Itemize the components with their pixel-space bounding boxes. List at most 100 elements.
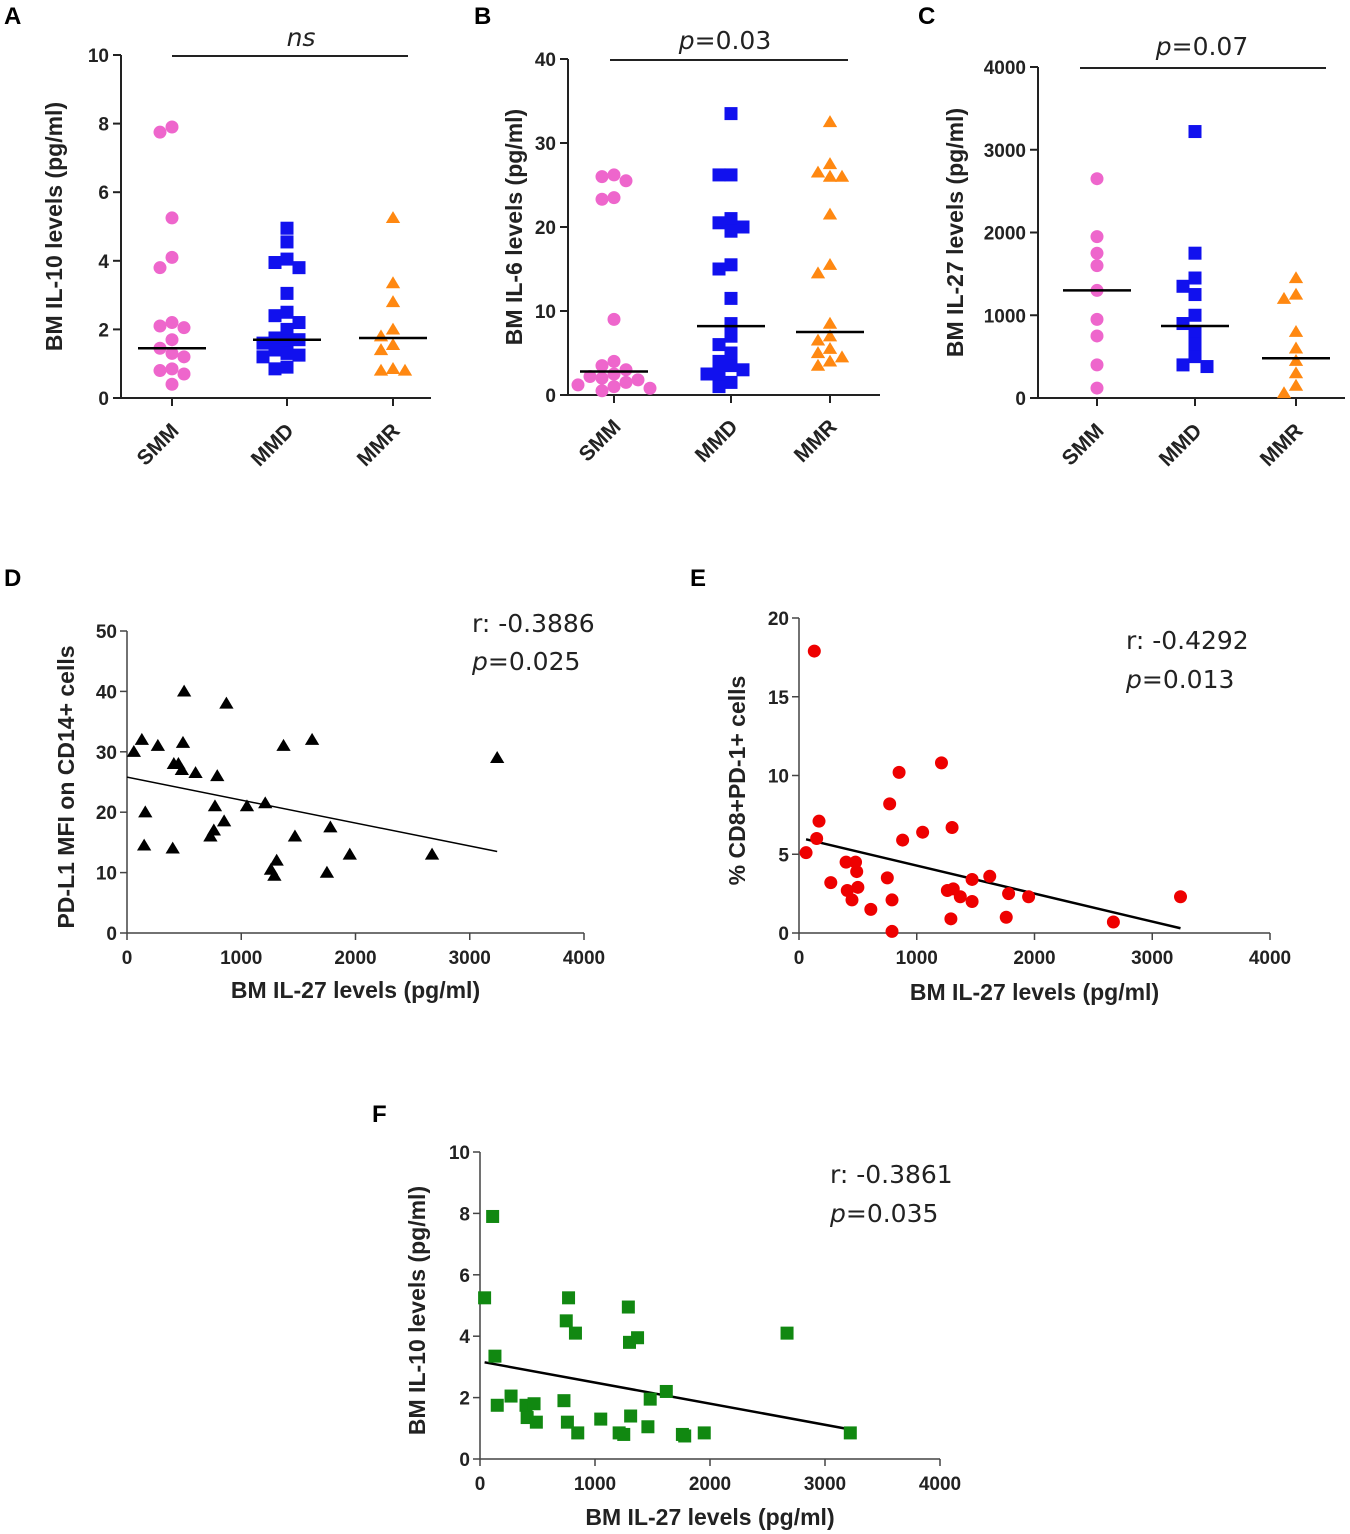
data-point bbox=[880, 871, 894, 885]
data-point bbox=[641, 1420, 655, 1434]
data-point bbox=[1090, 329, 1104, 343]
data-point bbox=[268, 309, 282, 323]
data-point bbox=[1188, 325, 1202, 339]
data-point bbox=[280, 221, 294, 235]
data-point bbox=[822, 115, 838, 128]
data-point bbox=[1176, 279, 1190, 293]
data-point bbox=[1090, 259, 1104, 273]
x-tick-label: 1000 bbox=[896, 948, 938, 969]
data-point bbox=[280, 235, 294, 249]
data-point bbox=[1176, 358, 1190, 372]
data-point bbox=[1090, 246, 1104, 260]
y-axis-label: BM IL-10 levels (pg/ml) bbox=[404, 1186, 430, 1435]
data-point bbox=[1090, 230, 1104, 244]
data-point bbox=[276, 738, 291, 751]
data-point bbox=[568, 1326, 582, 1340]
y-axis-label: BM IL-6 levels (pg/ml) bbox=[501, 109, 527, 345]
data-point bbox=[153, 125, 167, 139]
data-point bbox=[1200, 360, 1214, 374]
significance-label: p=0.07 bbox=[1155, 32, 1249, 61]
data-point bbox=[1288, 324, 1304, 337]
data-point bbox=[607, 380, 621, 394]
data-point bbox=[799, 846, 813, 860]
panel-c: C 0 1000 2000 3000 4000 BM IL-27 levels (pg/ml… bbox=[918, 3, 1345, 471]
y-axis-label: PD-L1 MFI on CD14+ cells bbox=[53, 645, 79, 928]
data-point bbox=[712, 216, 726, 230]
category-label: SMM bbox=[575, 415, 626, 466]
data-point bbox=[239, 799, 255, 812]
data-point bbox=[1188, 350, 1202, 364]
data-point bbox=[342, 847, 357, 860]
p-value: =0.035 bbox=[846, 1199, 939, 1228]
significance-label: ns bbox=[287, 23, 316, 52]
data-point bbox=[807, 644, 821, 658]
category-label: MMR bbox=[790, 415, 842, 467]
data-point bbox=[607, 191, 621, 205]
data-point bbox=[885, 924, 899, 938]
data-point bbox=[845, 893, 859, 907]
x-tick-label: 1000 bbox=[574, 1474, 616, 1495]
data-point bbox=[153, 261, 167, 275]
data-point bbox=[490, 751, 505, 763]
data-point bbox=[810, 165, 826, 178]
category-label: MMR bbox=[353, 419, 405, 471]
data-point bbox=[810, 333, 826, 346]
data-point bbox=[268, 256, 282, 270]
data-point bbox=[219, 696, 234, 709]
y-tick-label: 10 bbox=[88, 46, 109, 67]
data-point bbox=[724, 107, 738, 121]
data-point bbox=[944, 912, 958, 926]
data-point bbox=[397, 363, 413, 376]
y-tick-label: 15 bbox=[768, 688, 790, 709]
data-point bbox=[712, 262, 726, 276]
data-point bbox=[1090, 312, 1104, 326]
data-point bbox=[529, 1415, 543, 1429]
data-point bbox=[478, 1291, 492, 1305]
y-tick-label: 50 bbox=[96, 622, 117, 643]
data-point bbox=[150, 738, 165, 751]
panel-label-f: F bbox=[372, 1101, 387, 1128]
data-point bbox=[165, 316, 179, 330]
y-tick-label: 3000 bbox=[984, 141, 1026, 162]
y-tick-label: 4000 bbox=[984, 58, 1026, 79]
y-tick-label: 30 bbox=[96, 743, 117, 764]
y-tick-label: 6 bbox=[459, 1266, 470, 1287]
data-point bbox=[595, 192, 609, 206]
data-point bbox=[216, 814, 232, 827]
p-symbol: p bbox=[471, 647, 488, 676]
data-point bbox=[165, 377, 179, 391]
data-point bbox=[822, 257, 838, 270]
x-axis-label: BM IL-27 levels (pg/ml) bbox=[231, 977, 480, 1003]
data-point bbox=[1288, 341, 1304, 354]
data-point bbox=[527, 1397, 541, 1411]
data-point bbox=[595, 384, 609, 398]
data-point bbox=[945, 820, 959, 834]
data-point bbox=[624, 1409, 638, 1423]
data-point bbox=[268, 343, 282, 357]
data-point bbox=[849, 855, 863, 869]
data-point bbox=[607, 312, 621, 326]
y-tick-label: 6 bbox=[98, 183, 109, 204]
data-point bbox=[712, 354, 726, 368]
data-point bbox=[177, 350, 191, 364]
data-point bbox=[206, 823, 221, 836]
x-tick-label: 0 bbox=[475, 1474, 486, 1495]
data-point bbox=[373, 363, 389, 376]
data-point bbox=[595, 359, 609, 373]
data-point bbox=[631, 373, 645, 387]
x-tick-label: 3000 bbox=[1131, 948, 1173, 969]
y-tick-label: 1000 bbox=[984, 306, 1026, 327]
data-point bbox=[824, 876, 838, 890]
data-point bbox=[724, 346, 738, 360]
data-point bbox=[885, 893, 899, 907]
x-axis-label: BM IL-27 levels (pg/ml) bbox=[585, 1504, 834, 1530]
panel-label-d: D bbox=[4, 565, 21, 592]
data-point bbox=[822, 329, 838, 342]
y-tick-label: 10 bbox=[449, 1143, 470, 1164]
data-point bbox=[175, 735, 191, 748]
x-tick-label: 4000 bbox=[919, 1474, 961, 1495]
data-point bbox=[268, 331, 282, 345]
data-point bbox=[1106, 915, 1120, 929]
data-point bbox=[292, 348, 306, 362]
